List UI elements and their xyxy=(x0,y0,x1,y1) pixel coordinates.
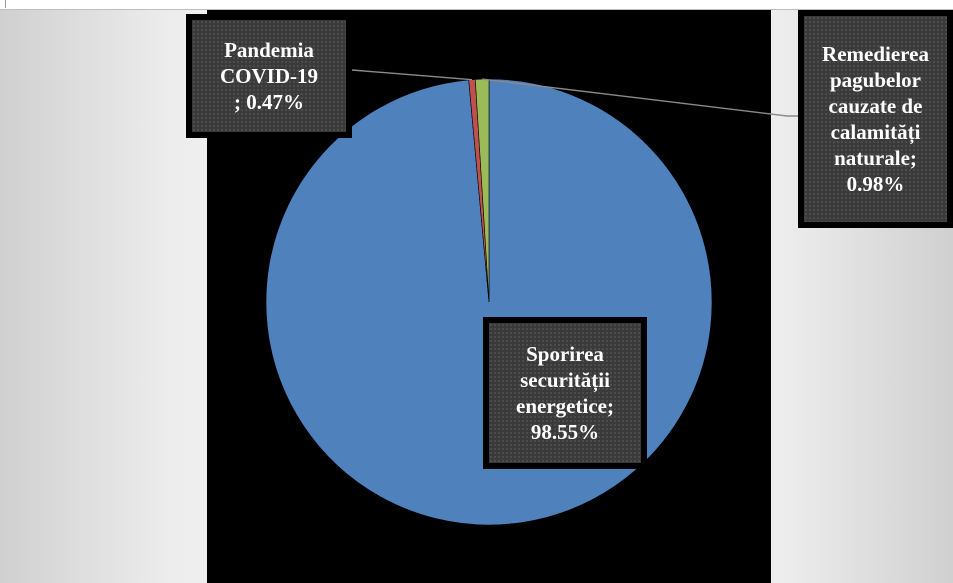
pie-slice xyxy=(474,78,490,303)
data-label-line: Sporirea xyxy=(526,342,604,366)
data-label-line: calamități xyxy=(830,120,921,144)
data-label-line: securității xyxy=(520,368,610,392)
leader-line-covid xyxy=(351,69,473,81)
data-label-line: 0.98% xyxy=(846,172,905,196)
data-label-securitatea-energetica: Sporirea securității energetice; 98.55% xyxy=(483,317,647,469)
chart-area: Pandemia COVID-19 ; 0.47% Remedierea pag… xyxy=(0,9,953,583)
data-label-line: naturale; xyxy=(834,146,917,170)
data-label-line: pagubelor xyxy=(829,68,921,92)
leader-line-calamitati xyxy=(482,78,798,117)
data-label-line: energetice; xyxy=(516,394,614,418)
data-label-line: ; 0.47% xyxy=(234,90,304,114)
data-label-line: 98.55% xyxy=(530,420,600,444)
data-label-line: Pandemia xyxy=(224,38,314,62)
data-label-line: COVID-19 xyxy=(220,64,318,88)
data-label-line: Remedierea xyxy=(822,42,929,66)
data-label-remedierea-pagubelor: Remedierea pagubelor cauzate de calamită… xyxy=(798,10,953,228)
data-label-line: cauzate de xyxy=(828,94,923,118)
corner-tick xyxy=(5,0,6,8)
data-label-pandemia-covid: Pandemia COVID-19 ; 0.47% xyxy=(186,14,352,138)
